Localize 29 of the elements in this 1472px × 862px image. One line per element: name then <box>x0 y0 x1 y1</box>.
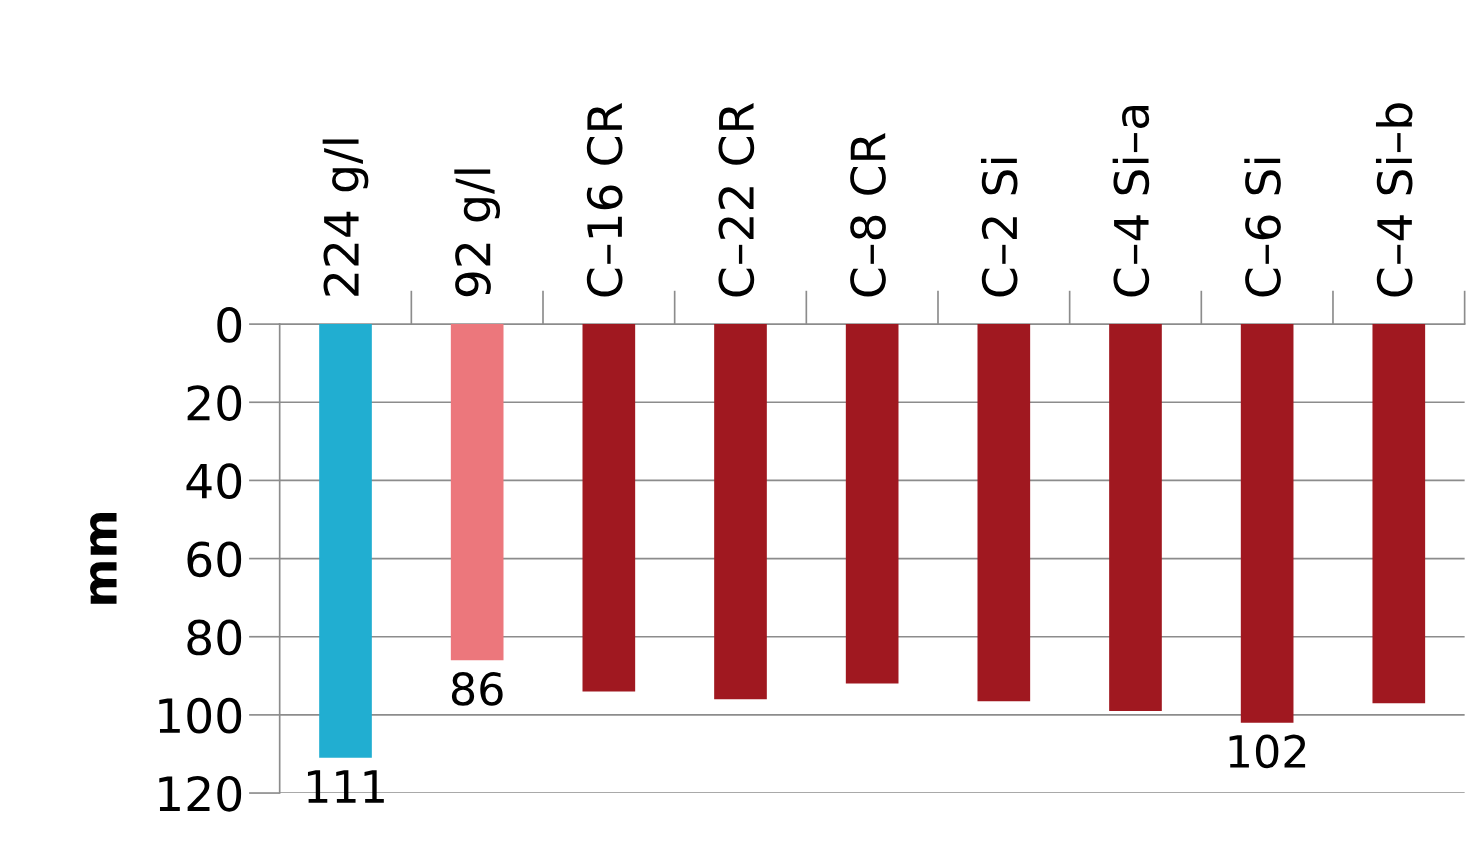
bar <box>845 324 899 684</box>
x-tick-label: C–4 Si–b <box>1375 103 1413 297</box>
bar <box>450 324 504 661</box>
x-tick-label: C–16 CR <box>586 103 623 297</box>
x-tick-label: C–6 Si <box>1244 158 1281 297</box>
y-tick-label: 60 <box>187 541 242 578</box>
data-label: 102 <box>1229 734 1306 769</box>
x-tick-label: C–4 Si–a <box>1112 106 1150 297</box>
bar <box>1109 324 1162 711</box>
y-tick-label: 100 <box>159 697 242 734</box>
y-tick-label: 40 <box>186 463 242 500</box>
data-label: 111 <box>307 770 384 803</box>
x-tick-label: C–8 CR <box>850 133 886 297</box>
y-axis-title: mm <box>90 513 117 604</box>
bar <box>582 324 636 692</box>
x-tick-label: C–22 CR <box>718 103 755 297</box>
bar <box>977 324 1031 702</box>
y-tick-label: 80 <box>187 619 242 656</box>
bar <box>1372 324 1426 704</box>
y-tick-label: 20 <box>187 385 242 421</box>
bar <box>714 324 767 700</box>
y-tick-label: 0 <box>217 307 242 343</box>
bar <box>319 324 372 758</box>
x-tick-label: C–2 Si <box>980 158 1018 297</box>
y-tick-label: 120 <box>159 775 242 812</box>
x-tick-label: 224 g/l <box>322 139 369 296</box>
data-label: 86 <box>451 672 503 706</box>
bar <box>1240 324 1294 723</box>
x-tick-label: 92 g/l <box>454 169 501 297</box>
